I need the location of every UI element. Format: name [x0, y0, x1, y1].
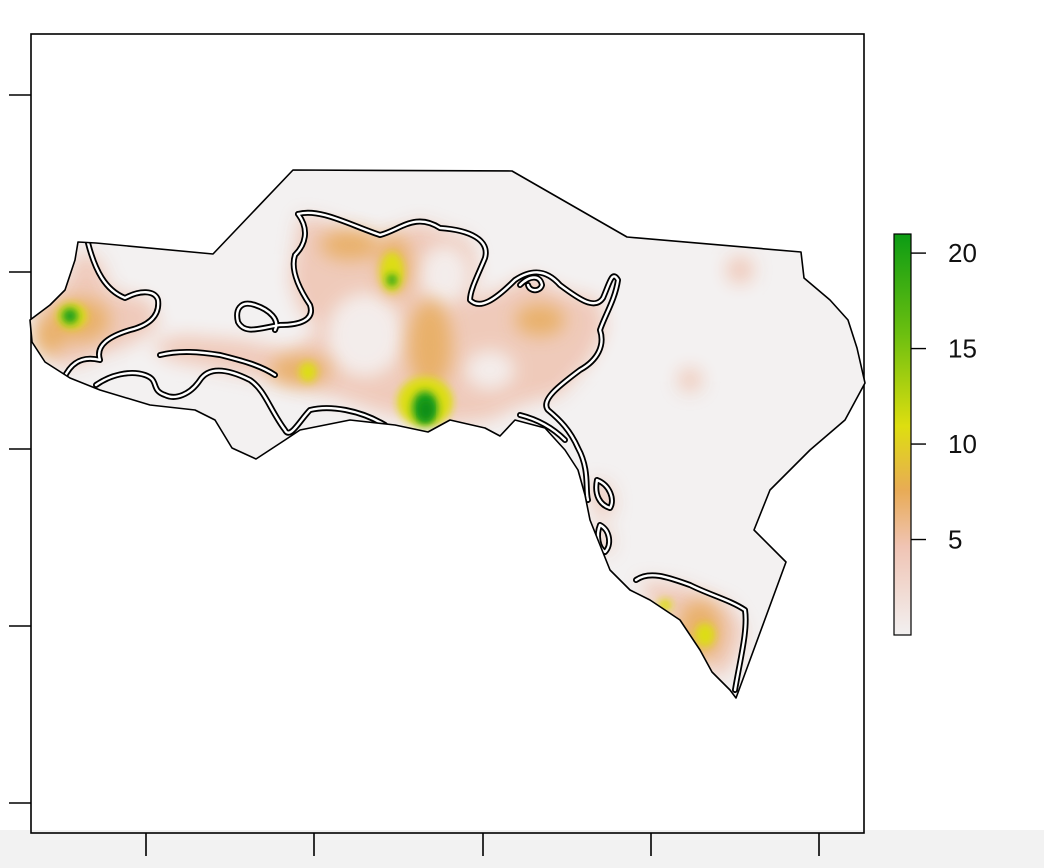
colorbar-gradient: [894, 234, 911, 635]
colorbar-ticks: 5 10 15 20: [911, 238, 977, 555]
colorbar-tick-label: 5: [948, 525, 962, 555]
x-axis-ticks: [145, 833, 820, 856]
plot-frame: [30, 33, 865, 834]
colorbar-frame: [893, 233, 912, 636]
colorbar-tick-label: 15: [948, 334, 977, 364]
bottom-strip: [0, 830, 1044, 868]
colorbar-tick-label: 10: [948, 429, 977, 459]
region-outline: [29, 169, 866, 699]
y-axis-ticks: [9, 94, 31, 804]
heat-peak-core: [419, 400, 433, 420]
heat-mid-areas: [35, 230, 722, 660]
contour-lines: [61, 209, 749, 693]
colorbar: 5 10 15 20: [893, 233, 977, 636]
colorbar-tick-label: 20: [948, 238, 977, 268]
heat-pale-cores: [327, 245, 515, 390]
